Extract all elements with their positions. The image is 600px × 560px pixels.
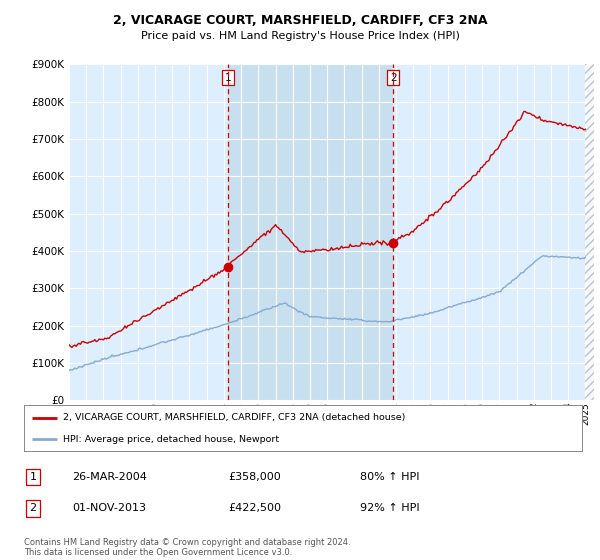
Text: 1: 1 bbox=[29, 472, 37, 482]
Text: 26-MAR-2004: 26-MAR-2004 bbox=[72, 472, 147, 482]
Text: 80% ↑ HPI: 80% ↑ HPI bbox=[360, 472, 419, 482]
Text: 92% ↑ HPI: 92% ↑ HPI bbox=[360, 503, 419, 514]
Text: 1: 1 bbox=[224, 73, 231, 83]
Text: £422,500: £422,500 bbox=[228, 503, 281, 514]
Text: 2, VICARAGE COURT, MARSHFIELD, CARDIFF, CF3 2NA: 2, VICARAGE COURT, MARSHFIELD, CARDIFF, … bbox=[113, 14, 487, 27]
Text: 01-NOV-2013: 01-NOV-2013 bbox=[72, 503, 146, 514]
Bar bbox=[228, 64, 393, 400]
Bar bbox=[586, 64, 594, 400]
Text: 2: 2 bbox=[29, 503, 37, 514]
Text: Price paid vs. HM Land Registry's House Price Index (HPI): Price paid vs. HM Land Registry's House … bbox=[140, 31, 460, 41]
Text: 2, VICARAGE COURT, MARSHFIELD, CARDIFF, CF3 2NA (detached house): 2, VICARAGE COURT, MARSHFIELD, CARDIFF, … bbox=[63, 413, 406, 422]
Text: 2: 2 bbox=[390, 73, 397, 83]
Text: £358,000: £358,000 bbox=[228, 472, 281, 482]
Text: Contains HM Land Registry data © Crown copyright and database right 2024.
This d: Contains HM Land Registry data © Crown c… bbox=[24, 538, 350, 557]
Text: HPI: Average price, detached house, Newport: HPI: Average price, detached house, Newp… bbox=[63, 435, 279, 444]
